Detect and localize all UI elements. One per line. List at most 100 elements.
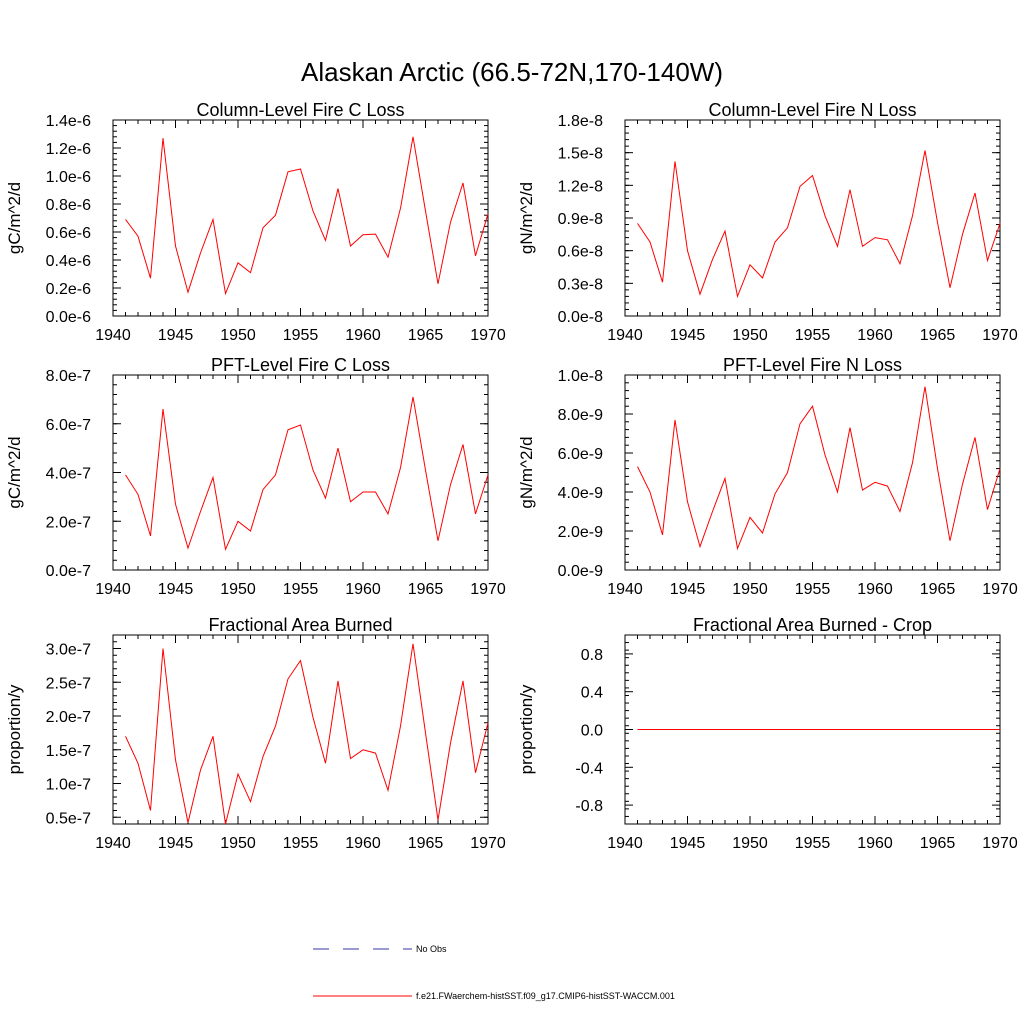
y-axis-label: gC/m^2/d <box>5 436 24 508</box>
y-tick-label: 0.6e-8 <box>558 244 603 261</box>
plot-frame <box>112 634 489 825</box>
x-tick-label: 1970 <box>470 581 506 598</box>
x-tick-label: 1965 <box>920 327 956 344</box>
y-tick-label: 0.0 <box>581 723 603 740</box>
panels: Column-Level Fire C Loss gC/m^2/d 1940 1945… <box>5 100 1018 852</box>
y-tick-label: 1.0e-8 <box>558 368 603 385</box>
panel-title: Fractional Area Burned - Crop <box>693 615 932 635</box>
x-tick-label: 1970 <box>982 835 1018 852</box>
y-tick-label: 2.0e-7 <box>46 514 91 531</box>
x-tick-label: 1945 <box>670 327 706 344</box>
x-tick-label: 1970 <box>470 327 506 344</box>
y-axis-label: proportion/y <box>517 684 536 774</box>
chart-pft-n: PFT-Level Fire N Loss gN/m^2/d 1940 1945 195… <box>517 355 1018 598</box>
x-tick-label: 1955 <box>795 327 831 344</box>
x-tick-label: 1960 <box>857 835 893 852</box>
y-tick-label: 4.0e-7 <box>46 466 91 483</box>
x-tick-label: 1955 <box>283 835 319 852</box>
x-tick-label: 1940 <box>95 327 131 344</box>
y-tick-label: 8.0e-7 <box>46 368 91 385</box>
y-tick-label: 8.0e-9 <box>558 407 603 424</box>
x-tick-label: 1955 <box>283 581 319 598</box>
y-tick-label: 1.5e-8 <box>558 146 603 163</box>
x-tick-label: 1965 <box>408 581 444 598</box>
panel-title: PFT-Level Fire N Loss <box>723 355 902 375</box>
y-tick-label: 0.0e-8 <box>558 309 603 326</box>
y-tick-label: 0.5e-7 <box>46 810 91 827</box>
series-line <box>637 150 1001 299</box>
plot-frame <box>624 119 1001 317</box>
y-tick-label: 1.5e-7 <box>46 743 91 760</box>
y-tick-label: 0.8e-6 <box>46 197 91 214</box>
panel-title: PFT-Level Fire C Loss <box>211 355 390 375</box>
x-tick-label: 1940 <box>607 581 643 598</box>
plot-frame <box>112 374 489 571</box>
x-tick-label: 1960 <box>345 581 381 598</box>
x-tick-label: 1960 <box>857 581 893 598</box>
x-tick-label: 1950 <box>220 327 256 344</box>
chart-col-c: Column-Level Fire C Loss gC/m^2/d 1940 1945… <box>5 100 506 344</box>
y-tick-label: 0.2e-6 <box>46 281 91 298</box>
x-tick-label: 1945 <box>670 581 706 598</box>
x-tick-label: 1965 <box>920 581 956 598</box>
y-tick-label: 0.0e-6 <box>46 309 91 326</box>
x-tick-label: 1965 <box>408 327 444 344</box>
series-line <box>637 386 1001 551</box>
y-tick-label: 2.0e-9 <box>558 524 603 541</box>
chart-fab: Fractional Area Burned proportion/y 1940 19… <box>5 615 506 852</box>
y-tick-label: 1.8e-8 <box>558 113 603 130</box>
x-tick-label: 1955 <box>283 327 319 344</box>
y-tick-label: 4.0e-9 <box>558 485 603 502</box>
legend: No Obs f.e21.FWaerchem-histSST.f09_g17.C… <box>313 944 675 1001</box>
x-tick-label: 1970 <box>982 327 1018 344</box>
x-tick-label: 1955 <box>795 835 831 852</box>
y-tick-label: 0.0e-9 <box>558 563 603 580</box>
y-tick-label: 3.0e-7 <box>46 642 91 659</box>
y-tick-label: 0.4e-6 <box>46 253 91 270</box>
chart-pft-c: PFT-Level Fire C Loss gC/m^2/d 1940 1945 195… <box>5 355 506 598</box>
x-tick-label: 1950 <box>732 581 768 598</box>
plot-frame <box>624 374 1001 571</box>
panel-title: Fractional Area Burned <box>208 615 392 635</box>
chart-fab-crop: Fractional Area Burned - Crop proportion/… <box>517 615 1018 852</box>
y-tick-label: 1.2e-8 <box>558 178 603 195</box>
x-tick-label: 1955 <box>795 581 831 598</box>
legend-model-label: f.e21.FWaerchem-histSST.f09_g17.CMIP6-hi… <box>416 991 675 1001</box>
x-tick-label: 1945 <box>158 835 194 852</box>
y-tick-label: 6.0e-7 <box>46 417 91 434</box>
x-tick-label: 1950 <box>732 835 768 852</box>
x-tick-label: 1965 <box>408 835 444 852</box>
x-tick-label: 1940 <box>607 327 643 344</box>
panel-title: Column-Level Fire N Loss <box>708 100 916 120</box>
y-tick-label: 0.0e-7 <box>46 563 91 580</box>
y-tick-label: 0.8 <box>581 647 603 664</box>
y-tick-label: 0.3e-8 <box>558 276 603 293</box>
x-tick-label: 1960 <box>345 835 381 852</box>
y-axis-label: gN/m^2/d <box>517 436 536 508</box>
x-tick-label: 1950 <box>220 835 256 852</box>
x-tick-label: 1945 <box>670 835 706 852</box>
chart-col-n: Column-Level Fire N Loss gN/m^2/d 1940 1945… <box>517 100 1018 344</box>
y-tick-label: 2.0e-7 <box>46 709 91 726</box>
y-tick-label: 0.9e-8 <box>558 211 603 228</box>
x-tick-label: 1950 <box>220 581 256 598</box>
y-axis-label: proportion/y <box>5 684 24 774</box>
y-axis-label: gC/m^2/d <box>5 182 24 254</box>
y-tick-label: 1.0e-6 <box>46 169 91 186</box>
series-line <box>125 136 489 296</box>
legend-obs-label: No Obs <box>416 944 447 954</box>
x-tick-label: 1945 <box>158 327 194 344</box>
series-line <box>125 643 489 825</box>
panel-title: Column-Level Fire C Loss <box>196 100 404 120</box>
y-tick-label: -0.8 <box>575 798 603 815</box>
x-tick-label: 1965 <box>920 835 956 852</box>
x-tick-label: 1940 <box>95 581 131 598</box>
y-tick-label: 0.4 <box>581 685 603 702</box>
x-tick-label: 1940 <box>607 835 643 852</box>
y-axis-label: gN/m^2/d <box>517 182 536 254</box>
x-tick-label: 1940 <box>95 835 131 852</box>
x-tick-label: 1945 <box>158 581 194 598</box>
plot-frame <box>112 119 489 317</box>
x-tick-label: 1970 <box>470 835 506 852</box>
